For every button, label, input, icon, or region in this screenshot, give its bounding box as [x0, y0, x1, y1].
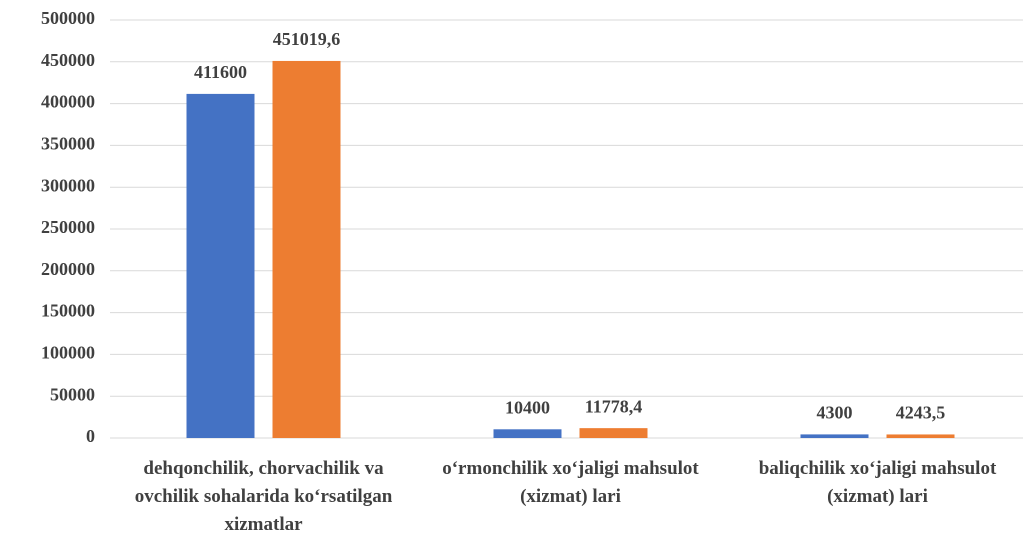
- y-tick-label: 300000: [41, 175, 95, 195]
- y-tick-label: 350000: [41, 134, 95, 154]
- bar: [494, 429, 562, 438]
- data-label: 4300: [817, 403, 853, 423]
- y-tick-label: 0: [86, 426, 95, 446]
- y-tick-label: 400000: [41, 92, 95, 112]
- x-tick-label: o‘rmonchilik xo‘jaligi mahsulot (xizmat)…: [421, 455, 721, 511]
- y-tick-label: 450000: [41, 50, 95, 70]
- bar: [187, 94, 255, 438]
- data-label: 411600: [194, 62, 247, 82]
- bar: [887, 434, 955, 438]
- x-tick-label: dehqonchilik, chorvachilik va ovchilik s…: [114, 455, 414, 539]
- bar: [580, 428, 648, 438]
- y-tick-label: 200000: [41, 259, 95, 279]
- bar: [273, 61, 341, 438]
- y-tick-label: 500000: [41, 8, 95, 28]
- bar: [801, 434, 869, 438]
- y-tick-label: 150000: [41, 301, 95, 321]
- y-tick-label: 100000: [41, 343, 95, 363]
- data-label: 4243,5: [896, 403, 946, 423]
- data-label: 10400: [505, 397, 550, 417]
- data-label: 11778,4: [585, 396, 643, 416]
- y-tick-label: 50000: [50, 384, 95, 404]
- y-tick-label: 250000: [41, 217, 95, 237]
- x-tick-label: baliqchilik xo‘jaligi mahsulot (xizmat) …: [728, 455, 1023, 511]
- data-label: 451019,6: [273, 29, 341, 49]
